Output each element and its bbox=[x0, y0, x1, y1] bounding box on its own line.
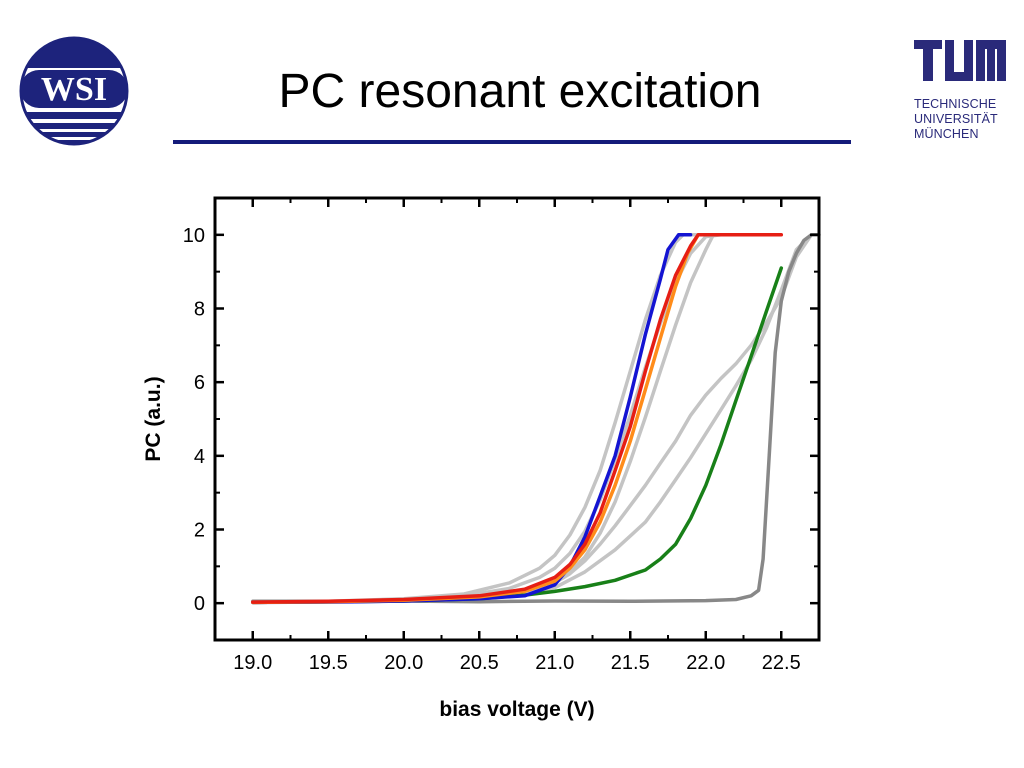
x-tick-label: 19.0 bbox=[233, 652, 272, 674]
tum-logo-line-3: MÜNCHEN bbox=[914, 127, 979, 141]
x-tick-label: 21.0 bbox=[535, 652, 574, 674]
wsi-logo-text: WSI bbox=[41, 71, 107, 108]
series-layer bbox=[251, 233, 821, 605]
x-tick-label: 20.0 bbox=[384, 652, 423, 674]
y-tick-label: 0 bbox=[194, 593, 205, 615]
series-line-6 bbox=[251, 233, 821, 604]
tum-logo-line-2: UNIVERSITÄT bbox=[914, 112, 998, 126]
series-line-7 bbox=[251, 266, 784, 605]
tum-logo-line-1: TECHNISCHE bbox=[914, 97, 997, 111]
series-line-10 bbox=[251, 233, 784, 604]
x-tick-label: 22.0 bbox=[686, 652, 725, 674]
y-tick-label: 10 bbox=[183, 225, 205, 247]
tum-logo-icon bbox=[914, 40, 1006, 81]
x-tick-label: 21.5 bbox=[611, 652, 650, 674]
y-tick-label: 6 bbox=[194, 372, 205, 394]
slide-title: PC resonant excitation bbox=[278, 65, 762, 118]
series-line-2 bbox=[251, 233, 723, 605]
wsi-logo-icon: WSI bbox=[19, 36, 129, 146]
series-line-4 bbox=[251, 233, 814, 605]
x-tick-label: 19.5 bbox=[309, 652, 348, 674]
series-line-3 bbox=[251, 233, 738, 605]
series-line-8 bbox=[251, 233, 693, 605]
y-axis-label: PC (a.u.) bbox=[142, 376, 165, 461]
x-tick-label: 22.5 bbox=[762, 652, 801, 674]
y-tick-label: 2 bbox=[194, 520, 205, 542]
title-divider bbox=[173, 140, 851, 144]
x-tick-label: 20.5 bbox=[460, 652, 499, 674]
series-line-5 bbox=[251, 233, 814, 605]
y-tick-label: 4 bbox=[194, 446, 205, 468]
y-tick-label: 8 bbox=[194, 299, 205, 321]
x-axis-label: bias voltage (V) bbox=[439, 698, 594, 721]
tick-layer: 19.0 19.5 20.0 20.5 21.0 21.5 22.0 22.5 0 2 4 6 8 10 bbox=[183, 197, 819, 674]
